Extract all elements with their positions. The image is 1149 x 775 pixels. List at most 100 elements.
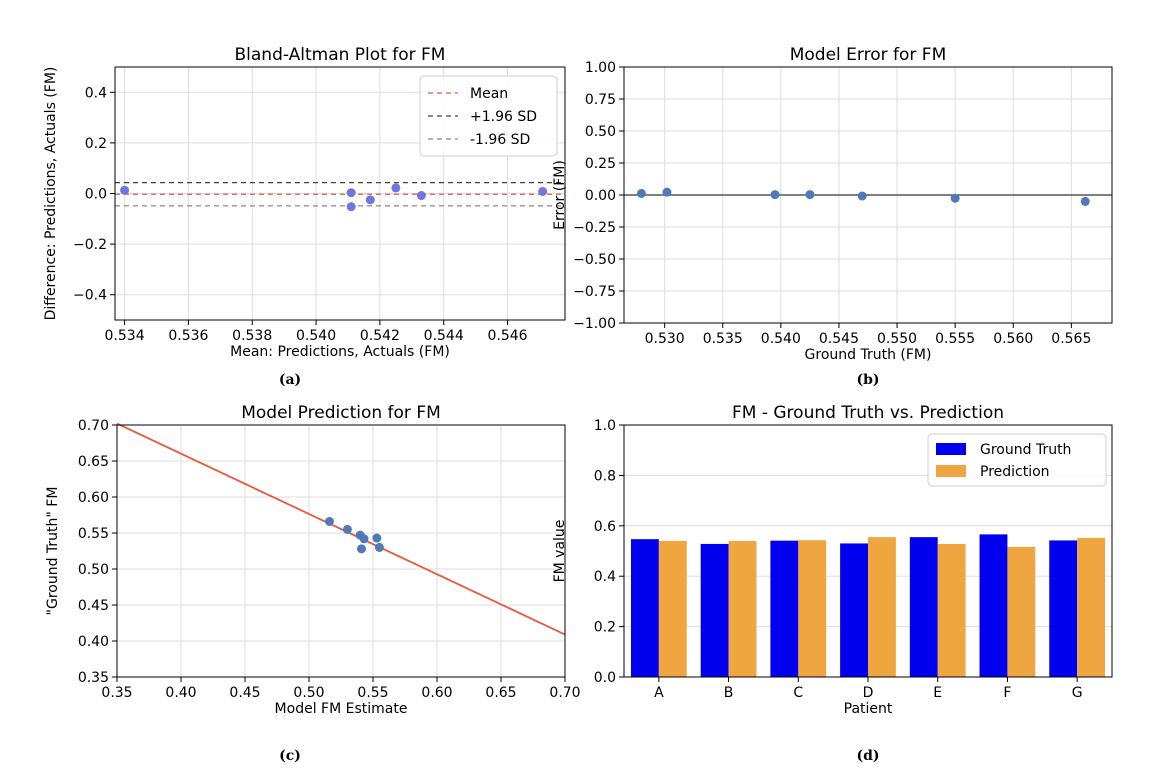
y-tick-label: −0.75: [573, 284, 616, 300]
bar: [909, 537, 938, 677]
x-tick-label: 0.560: [993, 331, 1033, 347]
x-tick-label: 0.60: [421, 685, 452, 701]
chart-panel-c: 0.35 0.40 0.45 0.50 0.55 0.60 0.65 0.70 0.35 0.40…: [45, 403, 581, 764]
x-tick-label: 0.538: [232, 328, 272, 344]
legend-label: +1.96 SD: [470, 109, 537, 125]
x-axis-label: Patient: [844, 701, 893, 717]
y-tick-label: 0.40: [78, 634, 109, 650]
y-axis-label: "Ground Truth" FM: [45, 487, 61, 616]
y-tick-label: 0.50: [585, 124, 616, 140]
panel-caption: (d): [856, 748, 879, 764]
chart-panel-b: −1.00 −0.75 −0.50 −0.25 0.00 0.25 0.50 0.75 1.00…: [552, 45, 1113, 388]
bar: [798, 540, 827, 677]
y-tick-label: 0.4: [85, 85, 107, 101]
y-tick-label: 0.2: [594, 620, 616, 636]
data-point: [538, 186, 548, 196]
x-tick-label: A: [654, 685, 664, 701]
data-point: [1080, 196, 1090, 206]
y-axis-label: FM value: [552, 520, 568, 583]
x-tick-label: 0.546: [488, 328, 528, 344]
y-tick-label: 0.0: [594, 670, 616, 686]
legend: Ground Truth Prediction: [927, 433, 1107, 487]
y-tick-label: 1.0: [594, 418, 616, 434]
axes-frame: [116, 424, 566, 678]
x-tick-label: 0.565: [1051, 331, 1091, 347]
x-tick-label: 0.70: [549, 685, 580, 701]
legend-label: Prediction: [980, 464, 1050, 480]
x-axis-label: Ground Truth (FM): [805, 347, 932, 363]
x-tick-label: 0.540: [761, 331, 801, 347]
data-point: [342, 524, 352, 534]
data-point: [346, 202, 356, 212]
x-tick-label: 0.550: [877, 331, 917, 347]
y-tick-label: −0.4: [73, 288, 107, 304]
y-tick-label: 0.70: [78, 418, 109, 434]
axes-frame: [623, 424, 1113, 678]
x-tick-label: 0.535: [703, 331, 743, 347]
chart-title: Bland-Altman Plot for FM: [235, 45, 446, 65]
y-tick-label: 0.50: [78, 562, 109, 578]
x-tick-label: 0.65: [485, 685, 516, 701]
x-tick-label: F: [1003, 685, 1011, 701]
fit-line: [116, 422, 566, 636]
legend: Mean +1.96 SD -1.96 SD: [419, 75, 558, 157]
y-tick-label: 0.8: [594, 468, 616, 484]
x-tick-label: 0.534: [105, 328, 145, 344]
x-tick-label: 0.536: [168, 328, 208, 344]
data-point: [356, 544, 366, 554]
bar: [868, 537, 896, 677]
legend-swatch: [936, 465, 966, 477]
chart-title: FM - Ground Truth vs. Prediction: [732, 403, 1004, 423]
legend-label: -1.96 SD: [470, 132, 530, 148]
chart-panel-a: −0.4 −0.2 0.0 0.2 0.4 0.534 0.536 0.538 0.540 0.5…: [43, 45, 566, 388]
data-point: [416, 191, 426, 201]
y-tick-label: 0.75: [585, 92, 616, 108]
y-tick-label: 0.00: [585, 188, 616, 204]
x-tick-label: B: [724, 685, 734, 701]
data-point: [662, 187, 672, 197]
x-tick-label: C: [793, 685, 803, 701]
x-tick-label: D: [863, 685, 874, 701]
y-tick-label: 0.45: [78, 598, 109, 614]
data-point: [372, 533, 382, 543]
y-axis-label: Error (FM): [552, 160, 568, 230]
y-tick-label: 0.25: [585, 156, 616, 172]
x-tick-label: E: [933, 685, 942, 701]
x-tick-label: 0.55: [357, 685, 388, 701]
y-tick-label: 0.6: [594, 519, 616, 535]
legend-box: [927, 433, 1107, 487]
y-tick-label: 0.55: [78, 526, 109, 542]
data-point: [636, 188, 646, 198]
x-tick-label: 0.540: [296, 328, 336, 344]
x-tick-label: 0.555: [935, 331, 975, 347]
legend-swatch: [936, 443, 966, 455]
chart-title: Model Error for FM: [790, 45, 947, 65]
y-tick-label: −0.50: [573, 252, 616, 268]
bar: [1077, 537, 1106, 677]
data-point: [391, 183, 401, 193]
bar: [840, 543, 868, 677]
y-tick-label: 0.2: [85, 136, 107, 152]
bar: [937, 543, 966, 677]
y-tick-label: 0.4: [594, 569, 616, 585]
bar: [630, 539, 659, 677]
x-axis-label: Model FM Estimate: [275, 701, 408, 717]
data-point: [950, 193, 960, 203]
bar: [979, 534, 1008, 677]
x-tick-label: 0.542: [360, 328, 400, 344]
x-tick-label: G: [1072, 685, 1083, 701]
data-point: [324, 516, 334, 526]
x-tick-label: 0.50: [293, 685, 324, 701]
chart-panel-d: 0.0 0.2 0.4 0.6 0.8 1.0 FM - Ground Truth vs. …: [552, 403, 1113, 764]
x-tick-label: 0.40: [165, 685, 196, 701]
chart-title: Model Prediction for FM: [241, 403, 441, 423]
y-axis-label: Difference: Predictions, Actuals (FM): [43, 67, 59, 321]
data-point: [857, 191, 867, 201]
legend-box: [419, 75, 558, 157]
data-point: [365, 195, 375, 205]
x-tick-label: 0.530: [645, 331, 685, 347]
x-tick-label: 0.45: [229, 685, 260, 701]
data-point: [374, 542, 384, 552]
data-point: [805, 190, 815, 200]
